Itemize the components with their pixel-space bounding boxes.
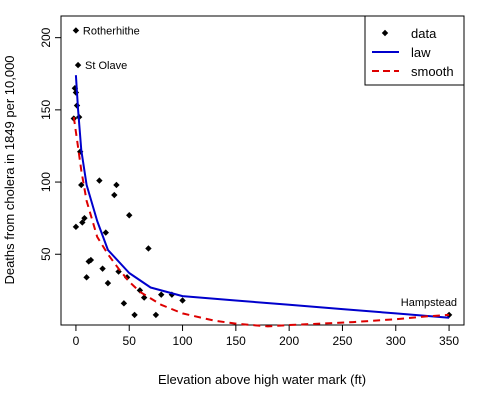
- y-axis-label: Deaths from cholera in 1849 per 10,000: [2, 55, 17, 284]
- x-axis-label: Elevation above high water mark (ft): [158, 372, 366, 387]
- data-point-22: [120, 300, 128, 307]
- x-tick-label-0: 0: [73, 334, 80, 348]
- x-tick-label-3: 150: [226, 334, 246, 348]
- x-tick-label-4: 200: [279, 334, 299, 348]
- annotations-layer: Rotherhithe St Olave Hampstead: [83, 25, 457, 308]
- y-tick-label-0: 50: [39, 247, 53, 261]
- data-point-0: [72, 27, 80, 34]
- x-tick-label-2: 100: [173, 334, 193, 348]
- legend-label-2: smooth: [411, 64, 454, 79]
- annotation-0: Rotherhithe: [83, 25, 140, 37]
- smooth-curve: [72, 116, 450, 328]
- y-tick-label-3: 200: [39, 27, 53, 47]
- y-tick-label-2: 150: [39, 100, 53, 120]
- x-tick-label-7: 350: [439, 334, 459, 348]
- data-point-24: [126, 212, 133, 219]
- x-axis: 0 50 100 150 200 250 300 350: [73, 324, 459, 348]
- data-point-28: [145, 245, 152, 252]
- data-point-32: [179, 297, 186, 304]
- data-point-21: [115, 268, 122, 275]
- data-point-25: [131, 311, 138, 319]
- annotation-2: Hampstead: [401, 297, 457, 309]
- series-layer: [70, 27, 453, 328]
- data-point-2: [71, 84, 79, 92]
- legend-label-1: law: [411, 45, 431, 60]
- data-point-17: [102, 229, 109, 236]
- data-point-9: [79, 219, 86, 226]
- legend: data law smooth: [364, 15, 465, 86]
- data-point-30: [158, 291, 165, 298]
- legend-marker-0: [381, 29, 389, 37]
- data-point-29: [152, 311, 160, 319]
- law-curve: [74, 75, 450, 319]
- x-tick-label-5: 250: [332, 334, 352, 348]
- x-tick-label-1: 50: [123, 334, 137, 348]
- data-point-16: [99, 265, 106, 272]
- y-axis: 50 100 150 200: [39, 27, 62, 261]
- data-point-18: [104, 279, 112, 287]
- legend-label-0: data: [411, 26, 437, 41]
- data-point-6: [76, 148, 84, 155]
- data-point-20: [113, 181, 120, 189]
- x-tick-label-6: 300: [386, 334, 406, 348]
- data-point-1: [74, 61, 82, 69]
- data-point-19: [111, 191, 118, 199]
- legend-box: [364, 15, 465, 86]
- data-point-12: [83, 274, 90, 281]
- data-point-14: [87, 256, 95, 264]
- data-point-15: [96, 177, 103, 184]
- y-tick-label-1: 100: [39, 172, 53, 192]
- annotation-1: St Olave: [85, 60, 127, 72]
- data-point-8: [72, 223, 80, 231]
- data-point-10: [81, 214, 88, 222]
- data-point-27: [140, 294, 148, 301]
